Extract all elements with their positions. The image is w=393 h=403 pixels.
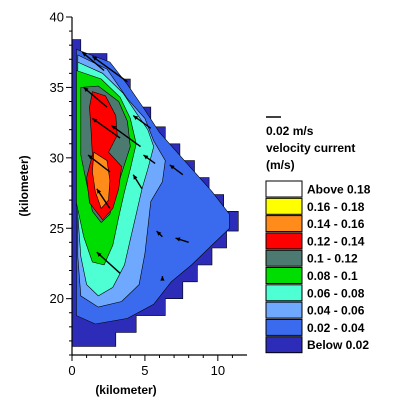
axes: 20 25 30 35 40 0 5 10 [50,10,247,378]
x-axis-label: (kilometer) [95,383,156,397]
y-tick-label: 25 [50,221,64,236]
vector-scale-label: 0.02 m/s [266,124,314,138]
legend-title: velocity current [266,141,355,155]
vector-arrow-5 [110,124,141,148]
vector-arrow-11 [169,164,184,176]
vector-arrow-1 [92,55,128,83]
legend-swatch [265,267,303,284]
legend-item: Below 0.02 [265,336,369,354]
y-axis-label: (kilometer) [17,155,31,216]
legend-item: 0.14 - 0.16 [265,215,365,233]
contour-band-8 [92,151,111,210]
y-tick-label: 35 [50,80,64,95]
vector-arrow-6 [87,154,111,173]
legend-item: 0.1 - 0.12 [265,249,358,267]
legend-label: 0.02 - 0.04 [307,321,365,335]
legend-unit: (m/s) [266,158,295,172]
legend-label: 0.08 - 0.1 [307,269,358,283]
legend-items: Above 0.18 0.16 - 0.18 0.14 - 0.16 0.12 - 0… [265,180,371,354]
y-tick-label: 20 [50,291,64,306]
legend-label: 0.1 - 0.12 [307,252,358,266]
legend-label: 0.16 - 0.18 [307,200,365,214]
vector-arrow-15 [160,276,165,281]
legend-swatch [265,336,303,354]
legend-label: 0.04 - 0.06 [307,304,365,318]
legend-label: Above 0.18 [307,183,371,197]
legend-swatch [265,301,303,319]
legend-swatch [265,180,303,198]
legend-swatch [265,249,303,267]
legend-swatch [265,284,303,302]
legend-label: Below 0.02 [307,338,369,352]
x-tick-label: 5 [141,363,148,378]
legend-item: 0.16 - 0.18 [265,197,365,215]
legend-swatch [265,318,303,336]
legend-item: 0.02 - 0.04 [265,318,365,336]
vector-arrow-4 [92,117,121,139]
contour-field [72,39,239,347]
vector-arrow-14 [156,230,163,238]
legend-swatch [265,232,303,250]
legend: 0.02 m/s velocity current (m/s) Above 0.… [265,116,371,354]
y-tick-label: 30 [50,150,64,165]
legend-item: Above 0.18 [265,180,371,198]
x-tick-label: 10 [211,363,225,378]
legend-swatch [265,197,303,215]
vector-arrow-12 [143,154,156,165]
legend-label: 0.12 - 0.14 [307,234,365,248]
vector-arrow-10 [132,115,152,129]
x-tick-label: 0 [68,363,75,378]
vector-arrow-13 [175,237,189,243]
legend-swatch [265,215,303,233]
velocity-vectors [81,51,189,281]
vector-arrow-3 [83,86,108,108]
legend-item: 0.08 - 0.1 [265,267,358,284]
legend-item: 0.04 - 0.06 [265,301,365,319]
legend-item: 0.12 - 0.14 [265,232,365,250]
vector-arrow-9 [96,251,121,274]
vector-arrow-7 [96,188,111,209]
legend-item: 0.06 - 0.08 [265,284,365,302]
legend-label: 0.06 - 0.08 [307,286,365,300]
vector-arrow-2 [81,51,105,72]
y-tick-label: 40 [50,10,64,25]
vector-arrow-8 [132,174,143,190]
legend-label: 0.14 - 0.16 [307,217,365,231]
